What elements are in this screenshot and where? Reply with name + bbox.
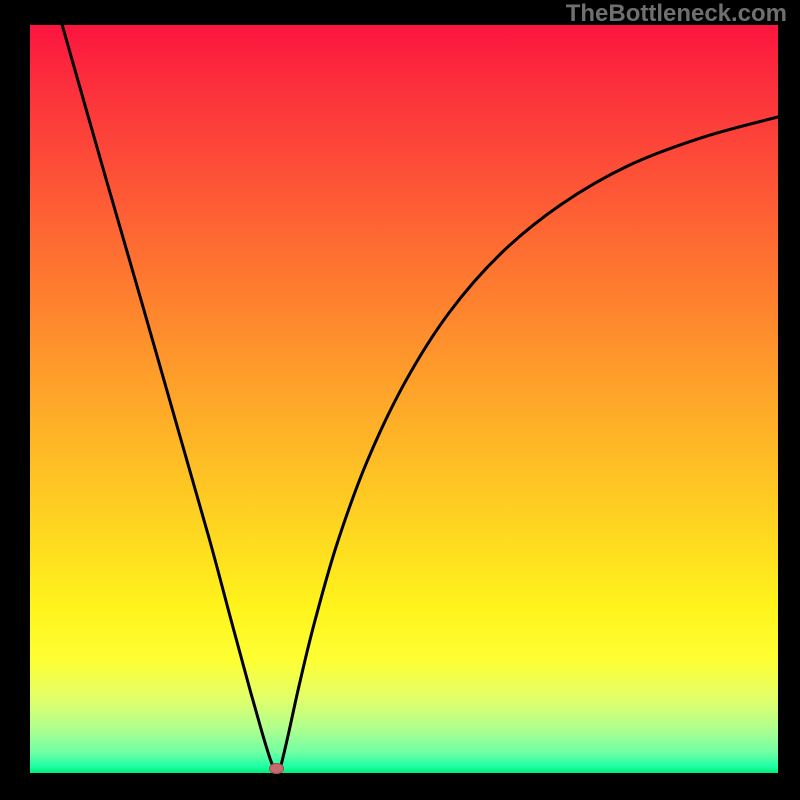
plot-area	[30, 25, 778, 773]
watermark-text: TheBottleneck.com	[566, 0, 787, 28]
minimum-marker	[269, 763, 284, 774]
chart-container: TheBottleneck.com	[0, 0, 800, 800]
